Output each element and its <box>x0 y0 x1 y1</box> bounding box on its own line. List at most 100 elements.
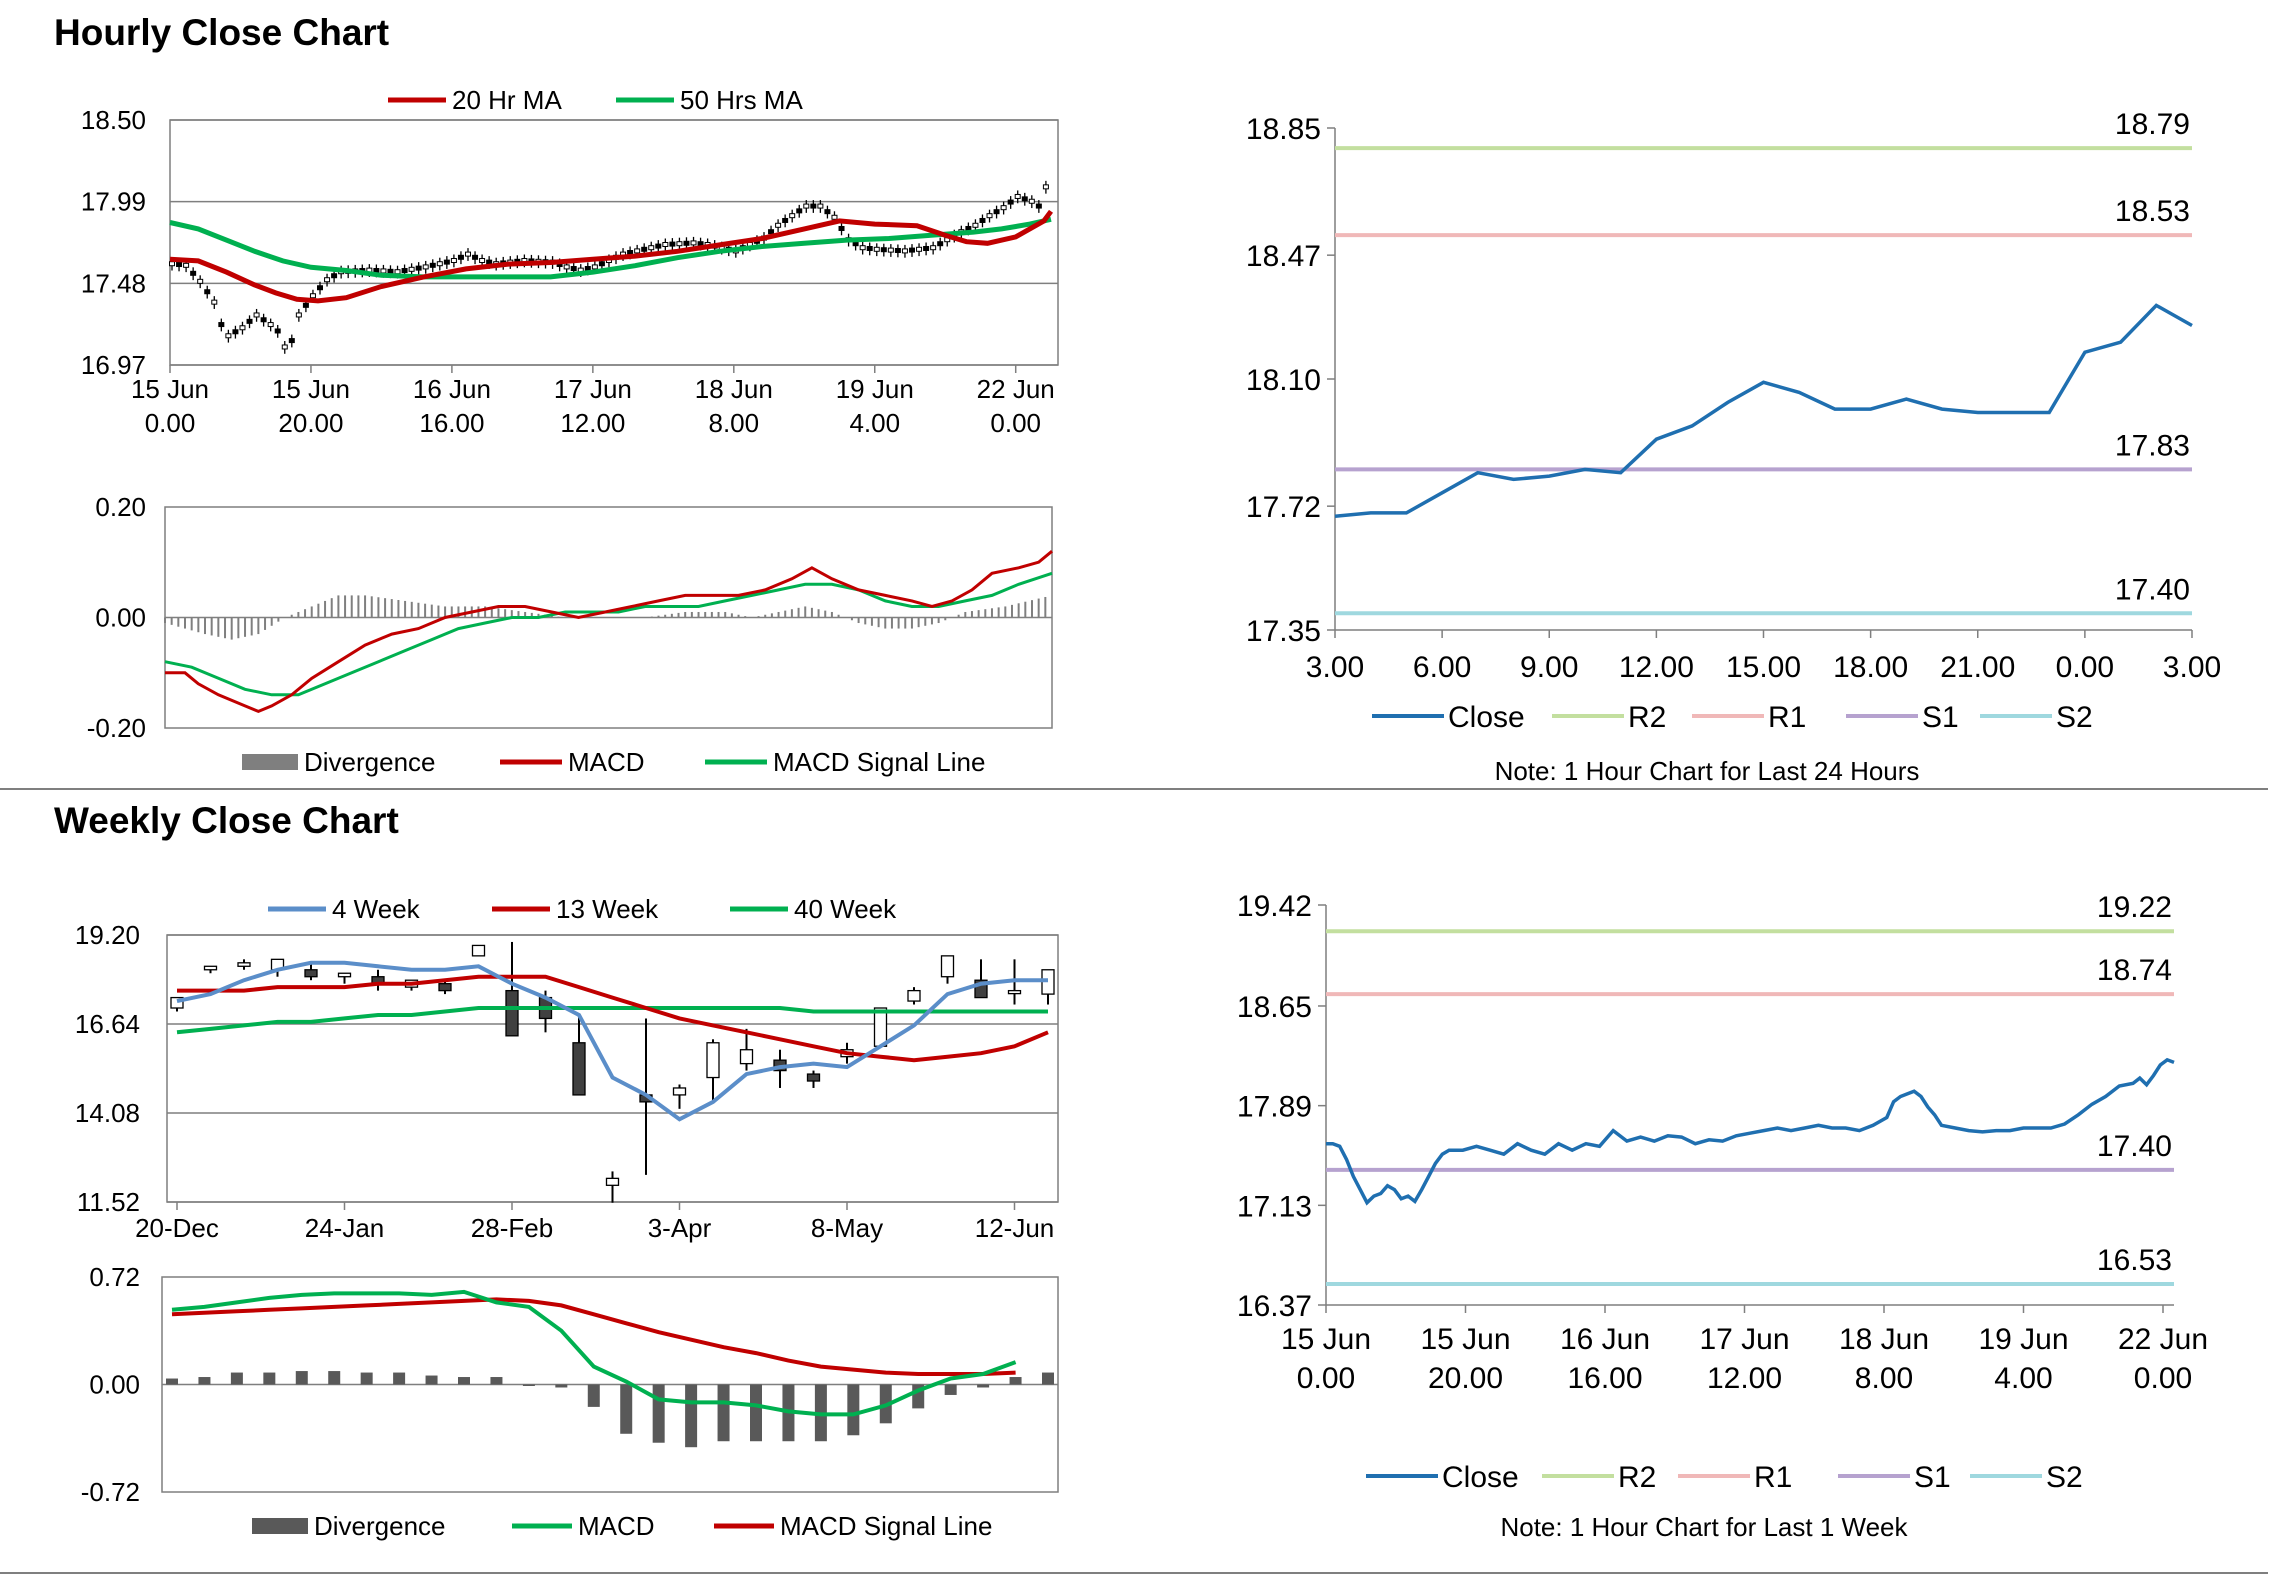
y-tick-label: 17.48 <box>81 268 146 298</box>
candle-body <box>183 262 190 268</box>
level-label-r2: 18.79 <box>2115 108 2190 141</box>
candle-body <box>993 209 1000 215</box>
candle-body <box>672 1087 687 1096</box>
candle-body <box>331 273 338 279</box>
weekly-section-title: Weekly Close Chart <box>54 800 399 841</box>
legend-label: R1 <box>1768 701 1806 734</box>
candle-body <box>324 277 331 283</box>
candle-body <box>443 259 450 265</box>
legend-label: MACD <box>568 747 645 777</box>
candle-body <box>838 225 845 231</box>
y-tick-label: 18.47 <box>1246 240 1321 273</box>
candle-body <box>260 317 267 323</box>
candle-body <box>570 266 577 272</box>
y-tick-label: 16.37 <box>1237 1290 1312 1323</box>
divergence-bar <box>458 1377 470 1385</box>
candle-body <box>676 241 683 247</box>
x-tick-label: 3.00 <box>2163 651 2221 684</box>
candle-body <box>683 240 690 246</box>
legend-label: R1 <box>1754 1461 1792 1494</box>
divergence-bar <box>977 1384 990 1388</box>
candle-body <box>1000 205 1007 211</box>
candle-body <box>337 972 352 978</box>
candle-body <box>901 248 908 254</box>
x-tick-label: 24-Jan <box>305 1213 385 1243</box>
candle-body <box>218 322 225 328</box>
ma50-series <box>169 216 1052 280</box>
y-tick-label: 16.64 <box>75 1009 140 1039</box>
candle-body <box>253 312 260 318</box>
candle-body <box>690 240 697 246</box>
candle-body <box>979 217 986 223</box>
x-tick-label: 15 Jun <box>1281 1323 1371 1356</box>
candle-body <box>1007 989 1022 995</box>
y-tick-label: 17.13 <box>1237 1190 1312 1223</box>
x-tick-label: 12-Jun <box>975 1213 1055 1243</box>
y-tick-label: -0.72 <box>81 1477 140 1507</box>
divergence-bar <box>555 1384 568 1388</box>
candle-body <box>972 222 979 228</box>
legend-label: MACD Signal Line <box>773 747 985 777</box>
candle-body <box>937 241 944 247</box>
y-tick-label: 0.20 <box>95 492 146 522</box>
x-tick-label: 16.00 <box>1567 1362 1642 1395</box>
y-tick-label: 0.72 <box>89 1262 140 1292</box>
divergence-bar <box>685 1384 698 1448</box>
chart-note: Note: 1 Hour Chart for Last 1 Week <box>1500 1512 1908 1542</box>
candle-body <box>295 312 302 318</box>
candle-body <box>211 299 218 305</box>
level-label-s2: 17.40 <box>2115 573 2190 606</box>
legend-label: 13 Week <box>556 894 659 924</box>
y-tick-label: 17.89 <box>1237 1091 1312 1124</box>
x-tick-label: 16 Jun <box>1560 1323 1650 1356</box>
candle-body <box>803 203 810 209</box>
divergence-bar <box>166 1378 178 1385</box>
candle-body <box>203 965 218 971</box>
ma20-series <box>169 209 1054 304</box>
candle-body <box>438 983 452 992</box>
level-label-s2: 16.53 <box>2097 1244 2172 1277</box>
week4-series <box>176 960 1048 1122</box>
divergence-bar <box>587 1384 600 1407</box>
candle-body <box>246 318 253 324</box>
divergence-bar <box>944 1384 957 1395</box>
legend-label: R2 <box>1618 1461 1656 1494</box>
candle-body <box>986 213 993 219</box>
candle-body <box>304 969 318 978</box>
candle-body <box>486 259 493 265</box>
candle-body <box>170 996 184 1009</box>
candle-body <box>450 258 457 264</box>
divergence-bar <box>847 1384 860 1436</box>
candle-body <box>465 251 471 257</box>
candle-body <box>401 268 408 274</box>
x-tick-label: 4.00 <box>1994 1362 2052 1395</box>
candle-body <box>930 245 937 251</box>
candle-body <box>309 293 316 299</box>
candle-body <box>429 262 436 268</box>
y-tick-label: 18.85 <box>1246 113 1321 146</box>
x-tick-label: 12.00 <box>560 408 625 438</box>
candle-body <box>887 247 894 253</box>
legend-label: 20 Hr MA <box>452 85 562 115</box>
candle-body <box>831 214 838 220</box>
legend-label: Close <box>1442 1461 1519 1494</box>
y-tick-label: 14.08 <box>75 1098 140 1128</box>
x-tick-label: 6.00 <box>1413 651 1471 684</box>
x-tick-label: 22 Jun <box>2118 1323 2208 1356</box>
candle-body <box>1021 196 1028 202</box>
y-tick-label: 11.52 <box>77 1187 140 1217</box>
candle-body <box>225 333 232 339</box>
level-label-r1: 18.74 <box>2097 954 2172 987</box>
signal-series <box>164 571 1053 697</box>
candle-body <box>317 285 323 291</box>
candle-body <box>479 258 486 264</box>
y-tick-label: 16.97 <box>81 350 146 380</box>
x-tick-label: 18 Jun <box>695 374 773 404</box>
legend-label: MACD Signal Line <box>780 1511 992 1541</box>
candle-body <box>239 325 246 331</box>
divergence-bar <box>230 1372 243 1385</box>
week13-series <box>177 974 1049 1063</box>
legend-label: Divergence <box>304 747 436 777</box>
